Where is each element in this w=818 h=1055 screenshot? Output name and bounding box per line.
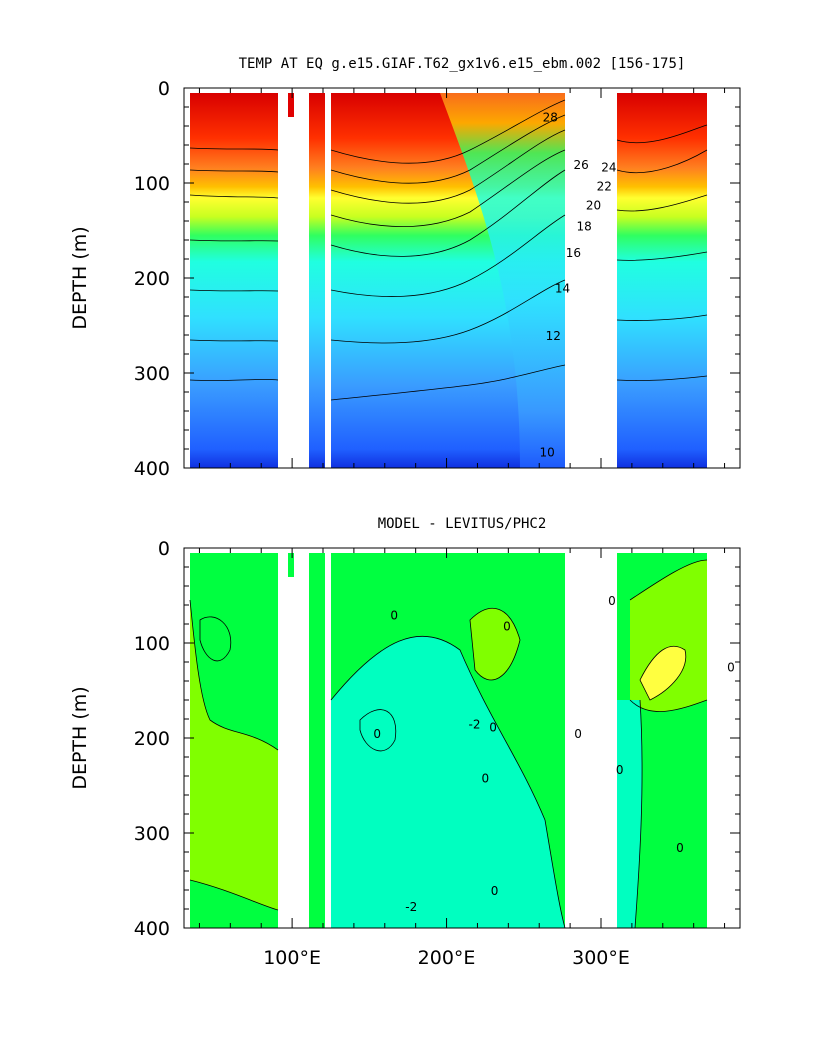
y-tick-label: 100 [134,173,170,195]
contour-label: 26 [573,158,588,172]
y-tick-label: 300 [134,823,170,845]
difference-title: MODEL - LEVITUS/PHC2 [378,516,547,532]
contour-label: 0 [390,608,398,622]
y-tick-label: 400 [134,918,170,940]
y-tick-label: 100 [134,633,170,655]
temperature-title: TEMP AT EQ g.e15.GIAF.T62_gx1v6.e15_ebm.… [239,56,686,72]
y-tick-label: 0 [158,538,170,560]
indian-ocean-temperature [190,93,278,468]
contour-label: 0 [574,727,582,741]
contour-label: 22 [597,180,612,194]
contour-label: 0 [676,841,684,855]
indian-ocean-near-zero [190,553,278,750]
y-tick-label: 200 [134,728,170,750]
contour-label: 14 [555,281,570,295]
indian-ocean-bottom [190,880,278,928]
difference-panel: 0 0 -2 -2 0 0 0 0 0 0 0 0 0 0 MODEL - LEVITUS/PHC2 DE… [69,516,818,969]
temperature-panel: 28 26 24 22 20 18 16 14 12 10 TEMP AT EQ g.e15.GI… [69,56,741,480]
y-tick-label: 400 [134,458,170,480]
y-tick-label: 200 [134,268,170,290]
contour-label: 0 [489,720,497,734]
contour-label: 0 [482,772,490,786]
contour-label: 0 [503,620,511,634]
atlantic-strong-positive [640,646,686,700]
contour-label: 16 [566,246,581,260]
contour-label: 12 [546,329,561,343]
sliver-temperature [309,93,325,468]
contour-label: 24 [601,161,616,175]
difference-ylabel: DEPTH (m) [69,686,91,789]
difference-field: 0 0 -2 -2 0 0 0 0 0 0 0 0 0 0 [189,553,818,928]
contour-label: 0 [491,884,499,898]
temperature-ylabel: DEPTH (m) [69,226,91,329]
strip-difference [288,553,294,577]
difference-y-tick-labels: 0 100 200 300 400 [134,538,170,940]
difference-x-tick-labels: 100°E 200°E 300°E [263,947,630,969]
contour-label: 0 [812,786,818,800]
strip-temperature [288,93,294,117]
contour-label: 0 [727,661,735,675]
y-tick-label: 300 [134,363,170,385]
contour-label: -2 [405,900,417,914]
difference-contours [189,559,708,928]
x-tick-label: 300°E [572,947,630,969]
temperature-y-tick-labels: 0 100 200 300 400 [134,78,170,480]
contour-label: 0 [608,594,616,608]
x-tick-label: 200°E [418,947,476,969]
contour-label: 10 [539,446,554,460]
difference-panel-ticks [184,547,740,929]
pacific-positive-patch [470,608,520,680]
atlantic-temperature [617,93,707,468]
temperature-panel-ticks [184,87,740,469]
sliver-difference [309,553,325,928]
contour-label: 18 [577,220,592,234]
y-tick-label: 0 [158,78,170,100]
contour-label: 28 [543,110,558,124]
contour-label: -2 [469,718,481,732]
contour-label: 0 [616,763,624,777]
temperature-contours [189,99,708,401]
contour-label: 0 [373,727,381,741]
x-tick-label: 100°E [263,947,321,969]
pacific-negative-region [331,636,565,928]
temperature-field: 28 26 24 22 20 18 16 14 12 10 [189,93,708,468]
contour-label: 20 [586,199,601,213]
atlantic-negative-region [617,700,643,928]
pacific-east-shoaling [440,93,565,468]
